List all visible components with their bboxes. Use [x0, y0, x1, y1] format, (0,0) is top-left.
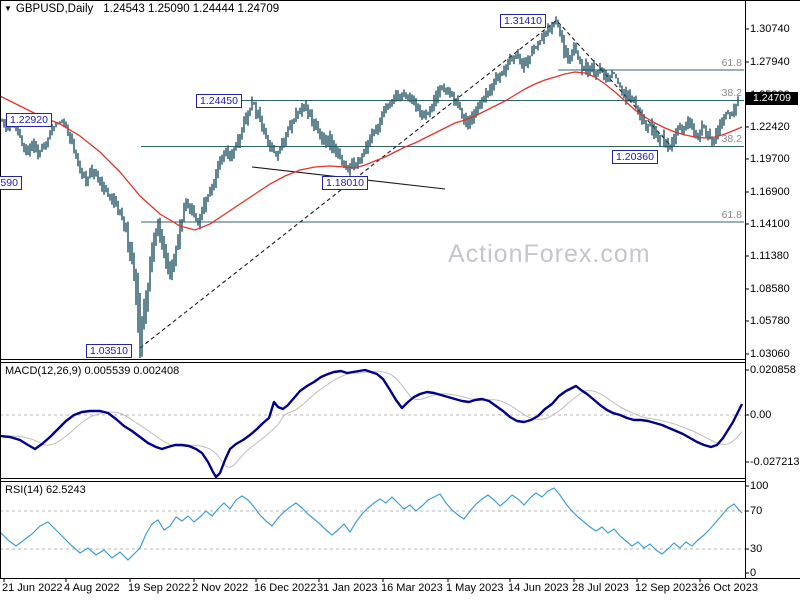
x-axis-date-label: 14 Jun 2023	[508, 582, 569, 594]
y-axis-price-label: 1.27940	[750, 56, 790, 68]
price-tag[interactable]: 1.20360	[612, 150, 658, 164]
y-axis-price-label: 1.22420	[750, 121, 790, 133]
chart-title: ▼ GBPUSD,Daily 1.24543 1.25090 1.24444 1.2…	[4, 3, 279, 15]
y-axis-price-label: 1.08580	[750, 283, 790, 295]
x-axis-date-label: 21 Jun 2022	[2, 582, 63, 594]
y-axis-price-label: 1.30740	[750, 23, 790, 35]
current-price-tag: 1.24709	[746, 92, 798, 105]
x-axis-date-label: 19 Sep 2022	[128, 582, 191, 594]
x-axis-date-label: 16 Mar 2023	[381, 582, 443, 594]
fib-level-label: 61.8	[721, 57, 742, 69]
price-tag[interactable]: 1.22920	[6, 113, 52, 127]
y-axis-price-label: 1.14100	[750, 218, 790, 230]
x-axis-date-label: 26 Oct 2023	[698, 582, 758, 594]
macd-axis-label: 0.020858	[750, 364, 796, 376]
macd-axis-label: 0.00	[750, 409, 772, 421]
y-axis-price-label: 1.05780	[750, 315, 790, 327]
rsi-axis-label: 100	[750, 480, 769, 492]
macd-axis-label: -0.027213	[750, 456, 800, 468]
y-axis-price-label: 1.03060	[750, 348, 790, 360]
fib-level-label: 38.2	[721, 133, 742, 145]
x-axis-date-label: 12 Sep 2023	[635, 582, 698, 594]
rsi-axis-label: 70	[750, 505, 763, 517]
rsi-axis-label: 30	[750, 543, 763, 555]
x-axis-date-label: 1 May 2023	[446, 582, 504, 594]
y-axis-price-label: 1.11380	[750, 250, 789, 262]
rsi-axis-label: 0	[750, 567, 757, 579]
x-axis-date-label: 28 Jul 2023	[572, 582, 629, 594]
price-tag[interactable]: 1.03510	[86, 344, 132, 358]
fib-level-label: 38.2	[721, 87, 742, 99]
price-tag[interactable]: 1.24450	[196, 94, 242, 108]
x-axis-date-label: 16 Dec 2022	[254, 582, 317, 594]
x-axis-date-label: 31 Jan 2023	[317, 582, 378, 594]
symbol-timeframe-label: GBPUSD,Daily	[15, 3, 94, 15]
price-tag[interactable]: 1.18010	[322, 176, 368, 190]
x-axis-date-label: 2 Nov 2022	[192, 582, 249, 594]
fib-level-label: 61.8	[721, 209, 742, 221]
symbol-dropdown-icon[interactable]: ▼	[4, 4, 12, 13]
x-axis-date-label: 4 Aug 2022	[64, 582, 120, 594]
y-axis-price-label: 1.16900	[750, 186, 790, 198]
watermark: ActionForex.com	[448, 240, 651, 268]
y-axis-price-label: 1.19700	[750, 153, 790, 165]
price-tag[interactable]: 1.17590	[0, 176, 22, 190]
macd-header: MACD(12,26,9) 0.005539 0.002408	[5, 365, 180, 377]
price-tag[interactable]: 1.31410	[500, 14, 546, 28]
ohlc-values: 1.24543 1.25090 1.24444 1.24709	[103, 3, 280, 15]
rsi-header: RSI(14) 62.5243	[5, 484, 86, 496]
